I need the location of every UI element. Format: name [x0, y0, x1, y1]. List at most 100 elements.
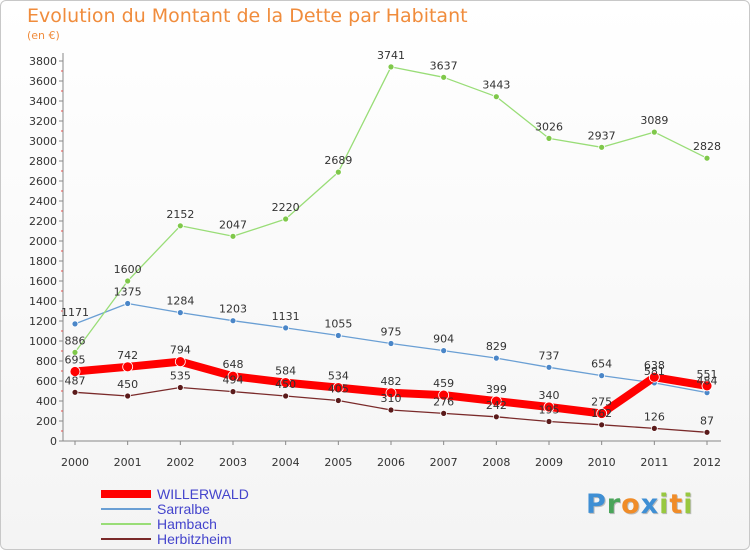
data-point-herbitzheim	[440, 409, 448, 417]
data-label-hambach: 2220	[272, 201, 300, 214]
data-point-sarralbe	[440, 347, 448, 355]
logo-letter: t	[669, 489, 684, 520]
data-point-herbitzheim	[650, 424, 658, 432]
data-point-willerwald	[596, 408, 608, 419]
legend-label: Sarralbe	[157, 501, 210, 517]
data-point-willerwald	[438, 389, 450, 401]
x-tick-label: 2000	[61, 456, 89, 469]
data-point-sarralbe	[334, 332, 342, 339]
data-point-willerwald	[280, 377, 292, 389]
data-label-herbitzheim: 450	[275, 378, 296, 391]
data-label-hambach: 2047	[219, 218, 247, 231]
data-label-willerwald: 534	[328, 370, 349, 383]
data-label-hambach: 2937	[588, 129, 616, 142]
x-tick-label: 2001	[114, 456, 142, 469]
data-point-willerwald	[701, 380, 713, 392]
data-label-sarralbe: 654	[591, 358, 612, 371]
data-label-willerwald: 340	[539, 389, 560, 402]
y-tick-label: 800	[36, 355, 57, 368]
data-point-willerwald	[490, 395, 502, 407]
data-label-willerwald: 584	[275, 365, 296, 378]
data-label-hambach: 2152	[166, 208, 194, 221]
data-point-willerwald	[385, 387, 397, 399]
data-label-willerwald: 638	[644, 359, 665, 372]
data-label-herbitzheim: 450	[117, 378, 138, 391]
x-tick-label: 2002	[166, 456, 194, 469]
data-point-willerwald	[122, 361, 134, 373]
data-point-sarralbe	[71, 320, 79, 328]
proxiti-logo: Proxiti	[586, 489, 694, 520]
logo-letter: o	[621, 489, 641, 520]
data-point-hambach	[598, 143, 606, 151]
data-label-herbitzheim: 535	[170, 370, 191, 383]
y-tick-label: 2400	[29, 195, 57, 208]
data-label-willerwald: 459	[433, 377, 454, 390]
data-point-herbitzheim	[124, 392, 132, 400]
data-label-sarralbe: 1055	[324, 318, 352, 331]
data-label-hambach: 3026	[535, 120, 563, 133]
y-tick-label: 2000	[29, 235, 57, 248]
logo-letter: i	[659, 489, 670, 520]
data-point-herbitzheim	[387, 406, 395, 414]
data-label-hambach: 3089	[640, 114, 668, 127]
x-tick-label: 2010	[588, 456, 616, 469]
legend-swatch	[101, 490, 151, 498]
data-label-sarralbe: 1203	[219, 303, 247, 316]
data-point-herbitzheim	[598, 421, 606, 429]
y-tick-label: 3400	[29, 95, 57, 108]
data-label-hambach: 3443	[482, 79, 510, 92]
data-label-sarralbe: 1375	[114, 286, 142, 299]
x-tick-label: 2007	[430, 456, 458, 469]
y-tick-label: 3200	[29, 115, 57, 128]
data-label-sarralbe: 1284	[166, 295, 194, 308]
y-tick-label: 3800	[29, 55, 57, 68]
data-label-hambach: 2689	[324, 154, 352, 167]
data-point-hambach	[492, 93, 500, 101]
data-point-hambach	[229, 232, 237, 240]
data-point-sarralbe	[598, 372, 606, 380]
y-tick-label: 1800	[29, 255, 57, 268]
data-label-willerwald: 695	[65, 354, 86, 367]
data-label-hambach: 3741	[377, 49, 405, 62]
x-tick-label: 2004	[272, 456, 300, 469]
data-point-willerwald	[174, 356, 186, 368]
data-label-herbitzheim: 276	[433, 395, 454, 408]
data-point-willerwald	[227, 370, 239, 382]
data-label-hambach: 2828	[693, 140, 721, 153]
data-label-sarralbe: 484	[697, 375, 718, 388]
data-point-hambach	[387, 63, 395, 71]
data-label-hambach: 3637	[430, 59, 458, 72]
x-tick-label: 2003	[219, 456, 247, 469]
data-label-herbitzheim: 494	[223, 374, 244, 387]
data-point-hambach	[440, 73, 448, 81]
data-point-hambach	[282, 215, 290, 223]
data-point-sarralbe	[545, 363, 553, 371]
data-label-sarralbe: 1171	[61, 306, 89, 319]
data-label-willerwald: 399	[486, 383, 507, 396]
chart-title: Evolution du Montant de la Dette par Hab…	[27, 5, 468, 27]
data-point-hambach	[176, 222, 184, 230]
data-point-herbitzheim	[703, 428, 711, 436]
data-label-sarralbe: 1131	[272, 310, 300, 323]
x-tick-label: 2009	[535, 456, 563, 469]
data-point-sarralbe	[124, 300, 132, 307]
data-label-herbitzheim: 162	[591, 407, 612, 420]
data-point-herbitzheim	[176, 384, 184, 391]
legend-swatch	[101, 538, 151, 540]
x-tick-label: 2008	[482, 456, 510, 469]
data-point-herbitzheim	[282, 392, 290, 400]
data-point-willerwald	[648, 371, 660, 383]
data-label-willerwald: 275	[591, 396, 612, 409]
data-label-herbitzheim: 310	[381, 392, 402, 405]
data-label-herbitzheim: 487	[65, 374, 86, 387]
legend-label: Hambach	[157, 516, 217, 532]
y-tick-label: 1200	[29, 315, 57, 328]
data-label-sarralbe: 975	[381, 326, 402, 339]
y-tick-label: 2200	[29, 215, 57, 228]
data-label-willerwald: 794	[170, 344, 191, 357]
data-label-sarralbe: 737	[539, 349, 560, 362]
data-point-herbitzheim	[492, 413, 500, 421]
data-label-sarralbe: 829	[486, 340, 507, 353]
